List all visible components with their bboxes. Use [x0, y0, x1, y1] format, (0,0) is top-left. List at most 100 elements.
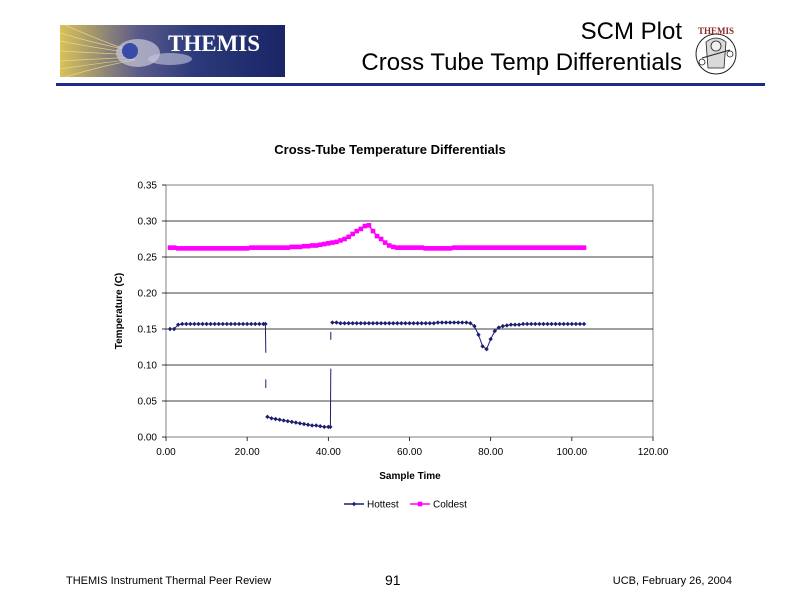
series-hottest [167, 320, 587, 430]
point-coldest [378, 236, 384, 242]
point-hottest [460, 320, 465, 325]
point-hottest [269, 416, 274, 421]
point-coldest [338, 238, 343, 243]
x-axis-label: Sample Time [379, 471, 441, 482]
point-coldest [439, 246, 445, 251]
point-coldest [520, 245, 526, 250]
point-coldest [528, 245, 534, 250]
point-hottest [366, 321, 372, 326]
point-coldest [395, 245, 400, 250]
point-coldest [459, 245, 465, 250]
point-hottest [305, 422, 311, 427]
point-coldest [228, 246, 234, 251]
point-hottest [273, 416, 278, 422]
point-hottest [565, 321, 570, 327]
point-hottest [204, 321, 209, 327]
point-coldest [541, 245, 546, 250]
point-coldest [508, 245, 514, 250]
point-hottest [374, 321, 380, 326]
point-coldest [269, 245, 274, 250]
point-hottest [468, 321, 473, 326]
point-hottest [208, 321, 213, 327]
y-tick-label: 0.00 [138, 433, 158, 444]
point-hottest [456, 320, 461, 325]
point-hottest [500, 323, 506, 329]
point-coldest [516, 245, 522, 250]
point-hottest [244, 321, 250, 327]
point-coldest [317, 242, 323, 248]
point-coldest [362, 223, 368, 229]
point-coldest [492, 245, 498, 250]
point-hottest [537, 321, 542, 327]
point-coldest [545, 245, 550, 250]
point-hottest [403, 321, 408, 326]
x-tick-label: 80.00 [478, 447, 503, 458]
themis-mascot-logo: THEMIS [688, 24, 744, 80]
x-tick-label: 40.00 [316, 447, 341, 458]
point-hottest [240, 321, 246, 327]
point-coldest [208, 246, 213, 251]
point-coldest [480, 245, 485, 250]
point-hottest [281, 418, 286, 423]
point-hottest [451, 320, 457, 325]
point-hottest [265, 414, 270, 420]
point-hottest [297, 421, 303, 426]
point-hottest [476, 332, 481, 337]
point-coldest [273, 245, 278, 250]
point-coldest [232, 246, 238, 251]
point-hottest [382, 321, 388, 326]
point-hottest [200, 321, 205, 327]
point-hottest [464, 320, 469, 325]
legend-marker-coldest [417, 501, 423, 507]
point-hottest [184, 321, 189, 327]
point-coldest [171, 245, 177, 250]
point-coldest [427, 246, 433, 251]
point-coldest [212, 246, 217, 251]
point-coldest [289, 244, 295, 250]
point-hottest [419, 321, 424, 326]
point-hottest [346, 321, 351, 326]
point-coldest [496, 245, 502, 250]
point-hottest [228, 321, 234, 327]
point-hottest [423, 321, 428, 326]
point-coldest [265, 245, 270, 250]
point-hottest [370, 321, 376, 326]
point-coldest [464, 245, 469, 250]
point-hottest [330, 320, 335, 325]
point-coldest [565, 245, 571, 250]
point-coldest [277, 245, 282, 250]
point-hottest [253, 321, 258, 327]
point-coldest [423, 246, 429, 251]
point-coldest [533, 245, 538, 250]
y-tick-label: 0.20 [138, 289, 158, 300]
point-coldest [468, 245, 473, 250]
point-hottest [167, 326, 173, 332]
point-coldest [354, 228, 360, 234]
chart-svg: Cross-Tube Temperature Differentials 0.0… [114, 142, 669, 511]
point-coldest [261, 245, 266, 250]
point-coldest [524, 245, 530, 250]
point-hottest [435, 320, 441, 325]
chart-container: Cross-Tube Temperature Differentials 0.0… [100, 130, 700, 520]
point-hottest [581, 321, 587, 327]
point-coldest [248, 245, 254, 250]
point-coldest [399, 245, 404, 250]
point-coldest [216, 246, 222, 251]
point-hottest [249, 321, 254, 327]
legend-label-coldest: Coldest [433, 500, 467, 511]
point-coldest [455, 245, 461, 250]
point-hottest [520, 321, 526, 327]
point-coldest [342, 236, 347, 242]
point-hottest [431, 321, 437, 326]
point-hottest [407, 321, 412, 326]
x-tick-label: 20.00 [235, 447, 260, 458]
point-hottest [236, 321, 242, 327]
point-hottest [557, 321, 562, 327]
point-coldest [192, 246, 197, 251]
point-hottest [553, 321, 558, 327]
point-coldest [472, 245, 477, 250]
point-coldest [257, 245, 262, 250]
point-coldest [175, 246, 181, 251]
point-hottest [411, 321, 416, 326]
point-hottest [447, 320, 453, 325]
